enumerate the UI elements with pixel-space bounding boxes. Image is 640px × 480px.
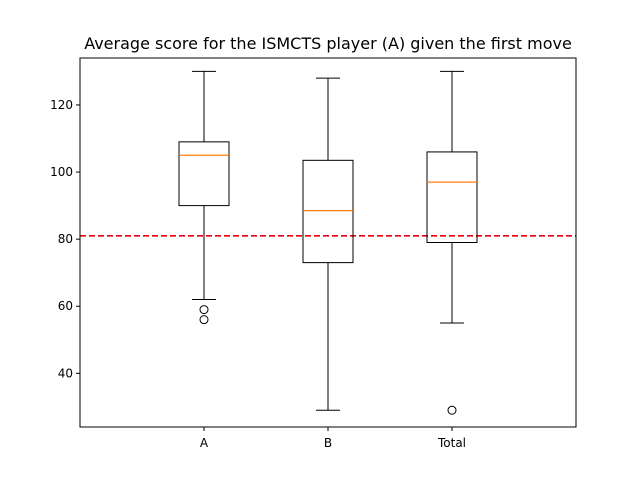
box-b <box>302 159 354 264</box>
x-tick-label-b: B <box>324 436 332 450</box>
x-tick-label-total: Total <box>437 436 466 450</box>
y-tick-label: 60 <box>58 299 73 313</box>
y-tick-label: 100 <box>50 165 73 179</box>
chart-title: Average score for the ISMCTS player (A) … <box>84 34 572 53</box>
box-a <box>178 141 230 207</box>
x-tick-label-a: A <box>200 436 209 450</box>
outlier-a <box>199 315 209 325</box>
axes-frame <box>79 57 577 428</box>
plot-area: 40 60 80 100 120 A B Total <box>50 70 576 450</box>
y-tick-label: 80 <box>58 232 73 246</box>
y-tick-label: 120 <box>50 98 73 112</box>
outlier-a <box>199 305 209 315</box>
outlier-total <box>447 405 457 415</box>
box-total <box>426 151 478 243</box>
y-tick-label: 40 <box>58 366 73 380</box>
